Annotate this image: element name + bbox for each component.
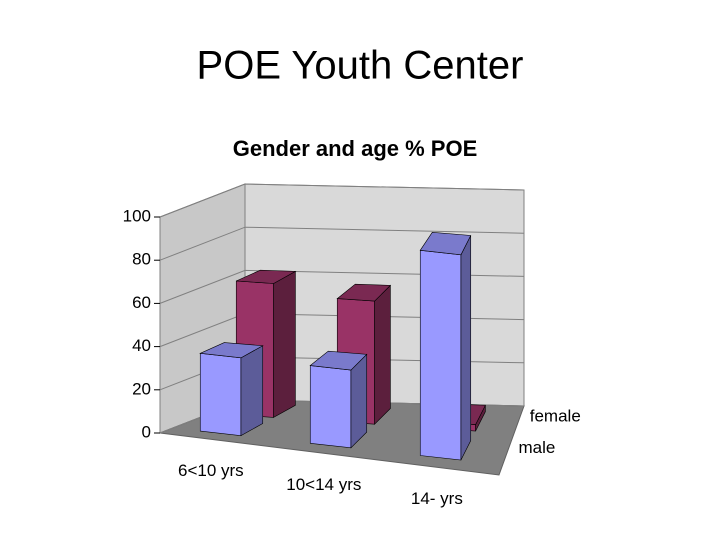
x-tick-label: 10<14 yrs [286,475,361,494]
bar-side [460,235,472,461]
chart-title: Gender and age % POE [233,136,478,161]
x-tick-label: 14- yrs [411,489,463,508]
bar-front [199,353,242,436]
bar [199,342,264,437]
x-tick-label: 6<10 yrs [178,461,244,480]
y-tick-label: 40 [132,336,151,355]
y-tick-label: 0 [142,422,151,441]
series-label: male [519,438,556,457]
y-tick-label: 80 [132,250,151,269]
bar-top [199,342,264,359]
bar-side [374,284,391,425]
y-tick-label: 60 [132,293,151,312]
grid-line [159,183,525,218]
y-tick-label: 20 [132,379,151,398]
bar-top [309,350,368,371]
bar-side [240,345,264,437]
bar [309,350,368,449]
bar-top [419,231,472,256]
series-label: female [530,407,581,426]
bar-side [273,270,296,418]
slide-title: POE Youth Center [197,44,524,88]
bar-front [309,365,352,449]
bar-side [350,353,368,449]
bar-top [336,283,392,302]
bar-front [419,249,462,461]
bar-top [236,269,297,284]
grid-line [159,226,525,261]
bar [419,231,472,461]
y-tick-label: 100 [123,206,151,225]
